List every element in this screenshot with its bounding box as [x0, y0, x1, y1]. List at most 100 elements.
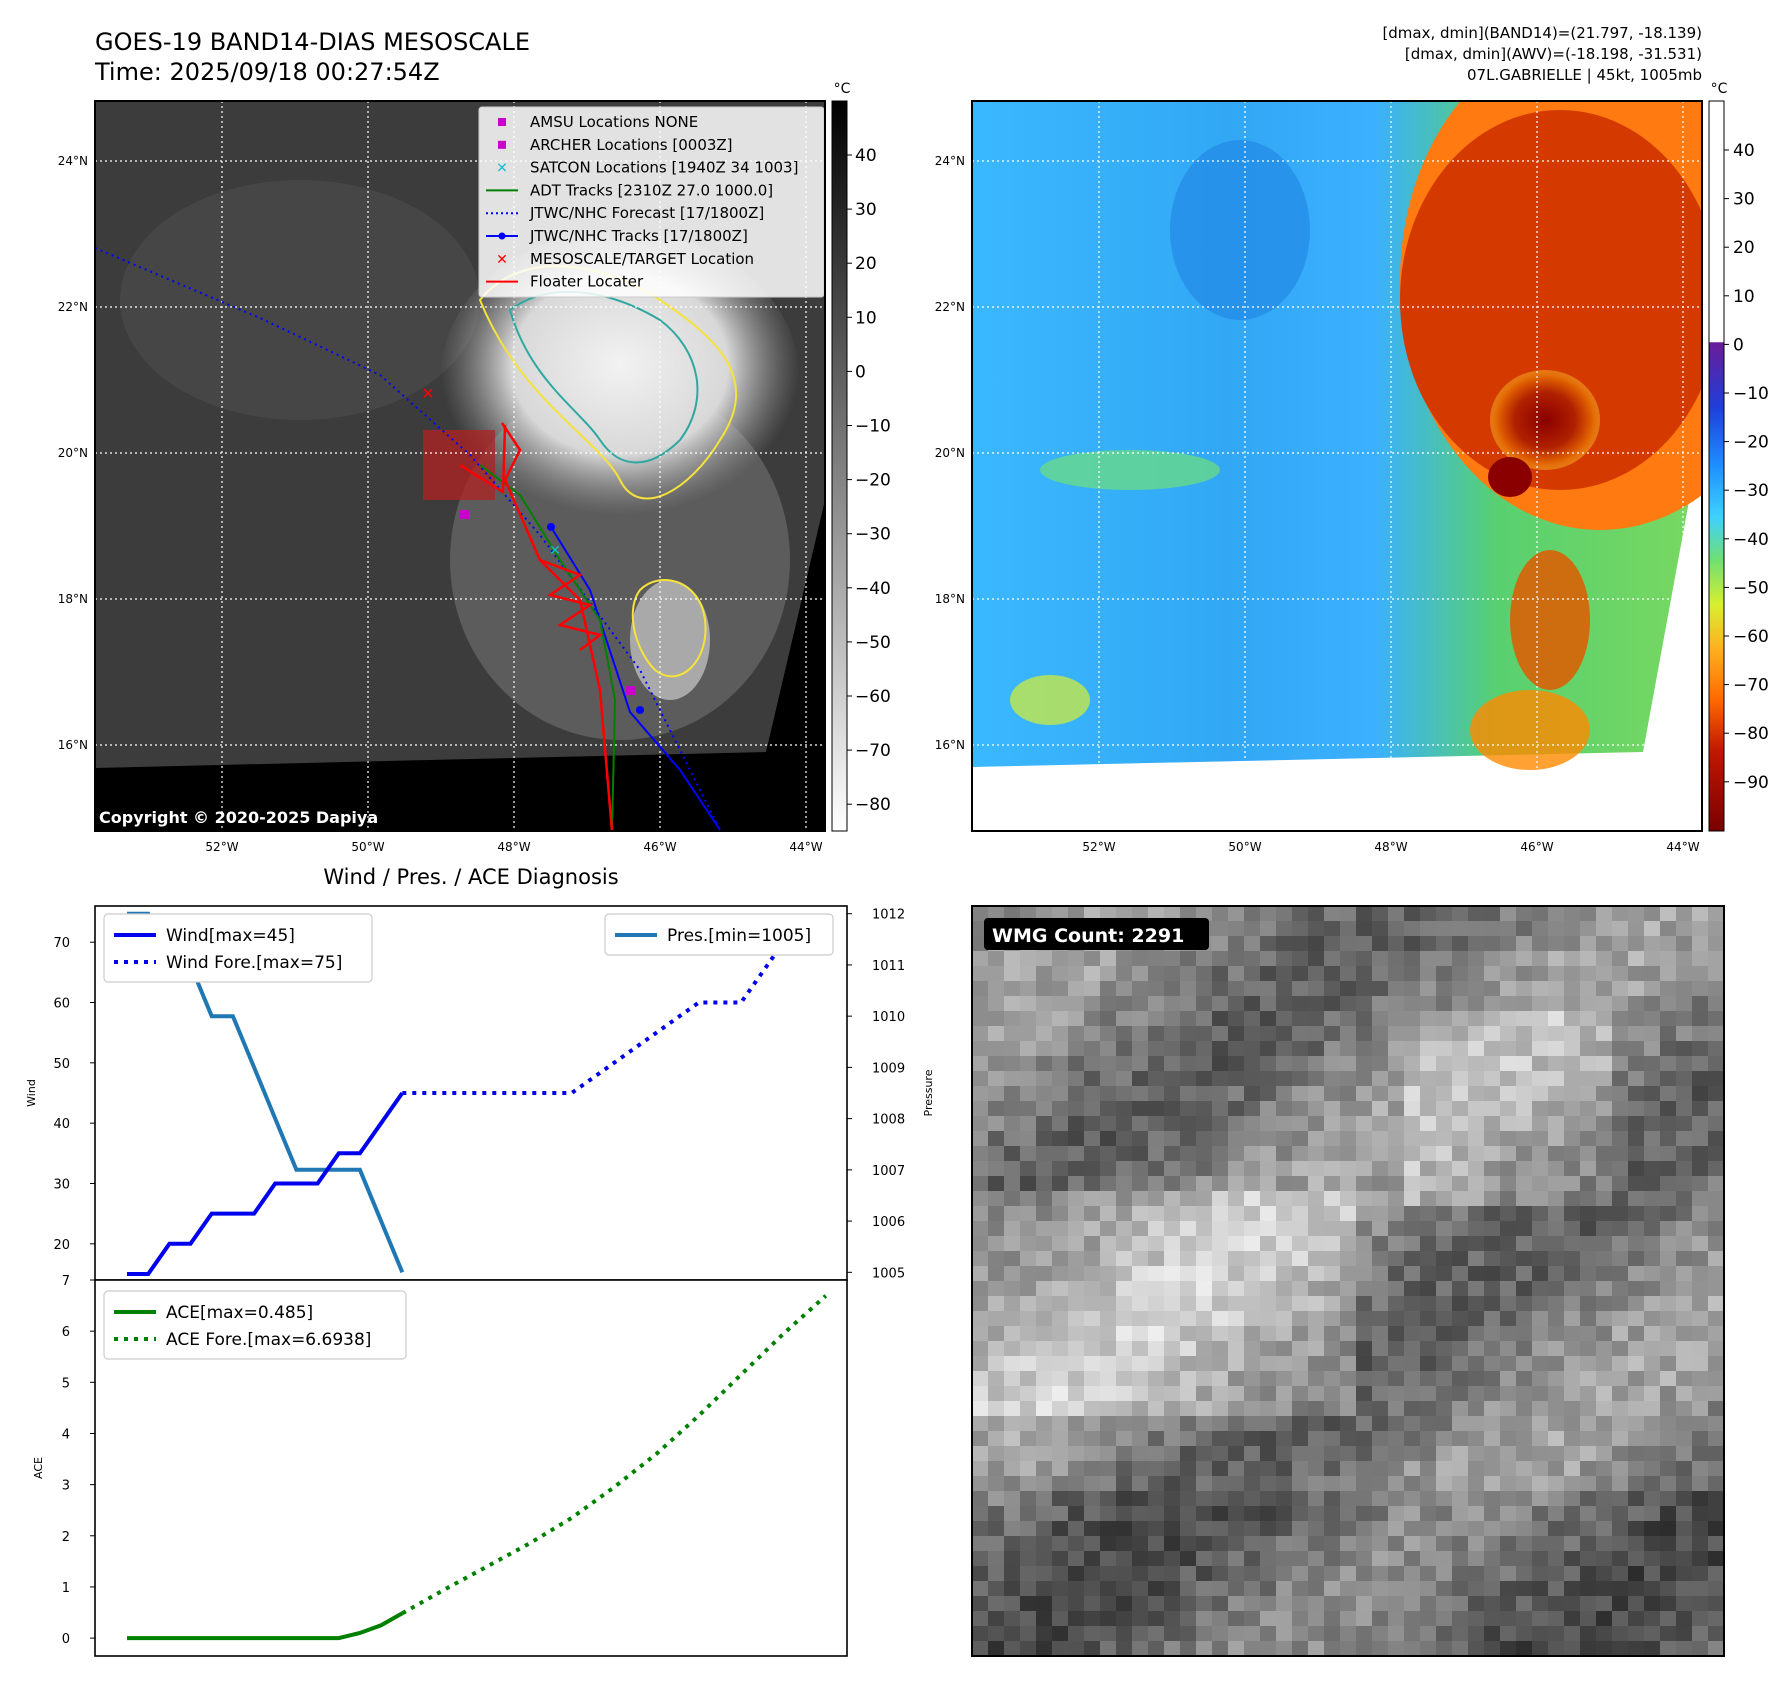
wmg-pixel [1340, 1221, 1357, 1237]
wmg-pixel [1628, 1116, 1645, 1132]
wmg-pixel [1484, 1071, 1501, 1087]
wmg-pixel [1148, 1386, 1165, 1402]
wmg-pixel [1388, 1476, 1405, 1492]
wmg-pixel [1436, 1326, 1453, 1342]
wmg-pixel [1068, 1626, 1085, 1642]
wmg-pixel [1468, 1086, 1485, 1102]
wmg-pixel [1004, 1476, 1021, 1492]
wmg-pixel [1356, 1386, 1373, 1402]
wmg-pixel [1356, 1521, 1373, 1537]
wmg-pixel [1356, 1026, 1373, 1042]
wmg-pixel [1324, 1356, 1341, 1372]
wmg-pixel [1116, 1206, 1133, 1222]
wmg-pixel [1260, 1596, 1277, 1612]
wmg-pixel [1644, 906, 1661, 922]
wmg-pixel [1228, 1581, 1245, 1597]
wmg-pixel [1084, 1311, 1101, 1327]
wmg-pixel [1052, 1071, 1069, 1087]
wmg-pixel [1324, 1641, 1341, 1657]
wmg-pixel [1196, 966, 1213, 982]
wmg-pixel [1276, 1491, 1293, 1507]
wmg-pixel [1180, 1371, 1197, 1387]
wmg-pixel [1084, 1551, 1101, 1567]
wmg-pixel [1484, 996, 1501, 1012]
wmg-pixel [1532, 1071, 1549, 1087]
wmg-pixel [1436, 1446, 1453, 1462]
wmg-pixel [1260, 1146, 1277, 1162]
wmg-pixel [1628, 1401, 1645, 1417]
wmg-pixel [1004, 1236, 1021, 1252]
wmg-pixel [1548, 906, 1565, 922]
wmg-pixel [1692, 951, 1709, 967]
wmg-pixel [1260, 906, 1277, 922]
wmg-pixel [1708, 1056, 1725, 1072]
ir-colorbar-gradient [831, 100, 848, 832]
wmg-pixel [1308, 1026, 1325, 1042]
wmg-pixel [1020, 996, 1037, 1012]
wmg-pixel [1020, 1611, 1037, 1627]
wmg-pixel [988, 1461, 1005, 1477]
wmg-pixel [1580, 1071, 1597, 1087]
wmg-pixel [1564, 1041, 1581, 1057]
wmg-pixel [1180, 1236, 1197, 1252]
wmg-pixel [972, 1461, 989, 1477]
wmg-pixel [1276, 1626, 1293, 1642]
wmg-pixel [1340, 936, 1357, 952]
wmg-pixel [1116, 966, 1133, 982]
wmg-pixel [1228, 1161, 1245, 1177]
wmg-pixel [1308, 1431, 1325, 1447]
wmg-pixel [1708, 1161, 1725, 1177]
wmg-pixel [1516, 1401, 1533, 1417]
wmg-pixel [1452, 1236, 1469, 1252]
wmg-pixel [1036, 1311, 1053, 1327]
wmg-pixel [1644, 921, 1661, 937]
wmg-pixel [972, 981, 989, 997]
wmg-pixel [1404, 1101, 1421, 1117]
wmg-pixel [1628, 1266, 1645, 1282]
wmg-pixel [1228, 1086, 1245, 1102]
wmg-pixel [1564, 1056, 1581, 1072]
wmg-pixel [1244, 1221, 1261, 1237]
wmg-pixel [1116, 951, 1133, 967]
wmg-pixel [1020, 1296, 1037, 1312]
wmg-pixel [1596, 936, 1613, 952]
wmg-pixel [1036, 1476, 1053, 1492]
wmg-pixel [1228, 1341, 1245, 1357]
wmg-pixel [1308, 1251, 1325, 1267]
wmg-pixel [1452, 1596, 1469, 1612]
wmg-pixel [1260, 966, 1277, 982]
colorbar-tick-label: −30 [1733, 481, 1769, 501]
wmg-pixel [1116, 1566, 1133, 1582]
wmg-pixel [1692, 1641, 1709, 1657]
wmg-pixel [1532, 1431, 1549, 1447]
wmg-pixel [1436, 966, 1453, 982]
wmg-pixel [1132, 1056, 1149, 1072]
wmg-pixel [1132, 1611, 1149, 1627]
wmg-pixel [1516, 1371, 1533, 1387]
wmg-pixel [1324, 1446, 1341, 1462]
wmg-pixel [1276, 1536, 1293, 1552]
wmg-pixel [1356, 1476, 1373, 1492]
wmg-pixel [1612, 981, 1629, 997]
wmg-pixel [1084, 1641, 1101, 1657]
wmg-pixel [1132, 1371, 1149, 1387]
wmg-pixel [1420, 1536, 1437, 1552]
colorbar-tick-label: −50 [1733, 578, 1769, 598]
wmg-pixel [1260, 1326, 1277, 1342]
wmg-pixel [1132, 1416, 1149, 1432]
wmg-pixel [1116, 1086, 1133, 1102]
wmg-pixel [1692, 1296, 1709, 1312]
wmg-pixel [1324, 1266, 1341, 1282]
wmg-pixel [1644, 1596, 1661, 1612]
wmg-pixel [1676, 1221, 1693, 1237]
wmg-pixel [1196, 1626, 1213, 1642]
wmg-pixel [1340, 1071, 1357, 1087]
wmg-pixel [1516, 1161, 1533, 1177]
wmg-pixel [1052, 1596, 1069, 1612]
wmg-pixel [1340, 1626, 1357, 1642]
wmg-pixel [1404, 1161, 1421, 1177]
wmg-pixel [1676, 996, 1693, 1012]
wmg-pixel [1036, 1641, 1053, 1657]
wmg-pixel [1164, 1506, 1181, 1522]
wmg-pixel [1388, 936, 1405, 952]
